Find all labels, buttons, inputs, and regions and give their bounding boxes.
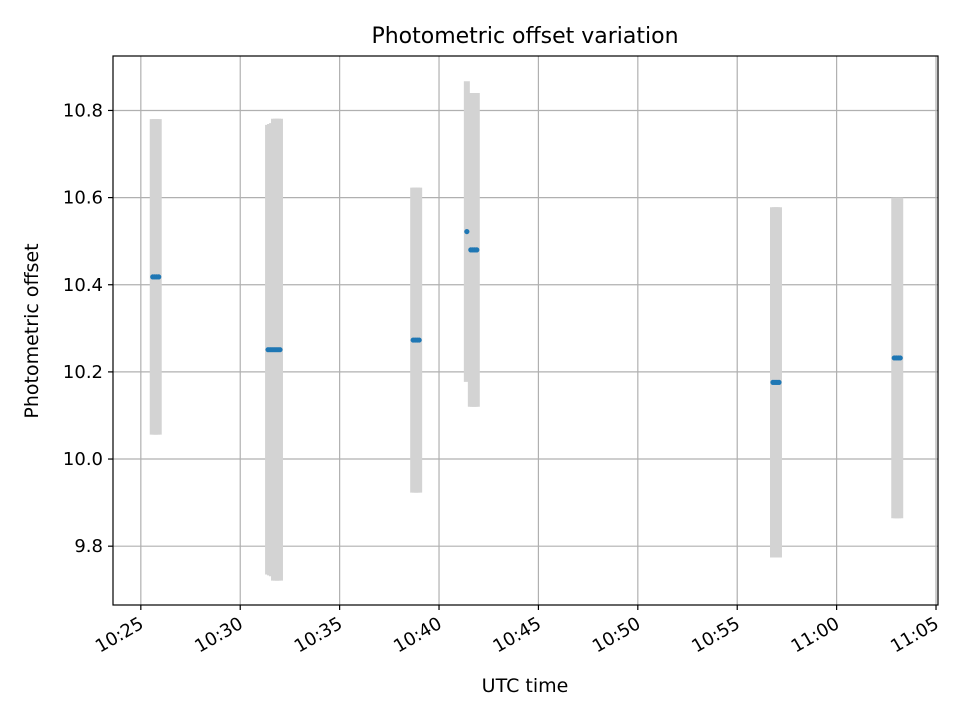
data-point <box>474 247 480 253</box>
y-tick-label: 10.2 <box>63 362 103 383</box>
grid-lines <box>113 56 938 605</box>
data-point <box>277 347 283 353</box>
y-tick-label: 10.0 <box>63 449 103 470</box>
y-tick-label: 10.6 <box>63 188 103 209</box>
data-point <box>416 337 422 343</box>
x-axis-label: UTC time <box>482 675 569 697</box>
plot-area-background <box>113 56 938 605</box>
data-points <box>150 228 903 385</box>
data-point <box>464 228 470 235</box>
plot-frame <box>112 55 939 606</box>
y-tick-label: 10.4 <box>63 275 103 296</box>
y-axis-ticks: 9.8 10.0 10.2 10.4 10.6 10.8 <box>63 100 113 557</box>
y-tick-label: 10.8 <box>63 100 103 121</box>
data-point <box>897 355 903 361</box>
y-axis-label: Photometric offset <box>21 243 43 418</box>
data-point <box>156 274 162 280</box>
y-tick-label: 9.8 <box>74 536 103 557</box>
data-point <box>776 379 782 385</box>
chart-title: Photometric offset variation <box>371 24 678 49</box>
